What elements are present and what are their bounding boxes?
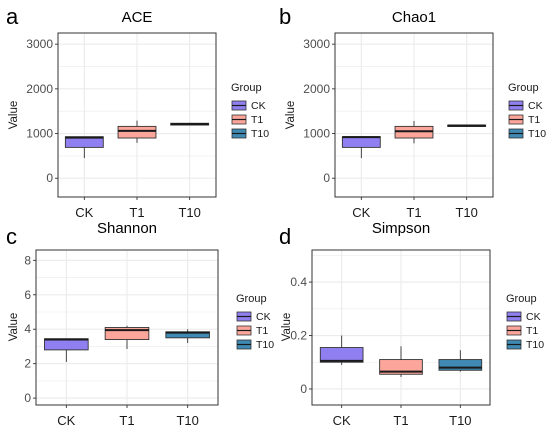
panel-letter: c [6, 224, 17, 249]
legend-key-T1 [231, 114, 247, 125]
y-tick-label: 2000 [303, 82, 330, 96]
y-tick-label: 8 [24, 253, 31, 267]
legend-label: CK [256, 311, 271, 323]
y-axis-title: Value [281, 313, 293, 342]
x-tick-label: T10 [449, 413, 471, 426]
box-CK [341, 136, 381, 148]
x-tick-label: CK [75, 205, 93, 220]
legend-key-T1 [236, 325, 252, 336]
x-tick-label: CK [57, 413, 75, 426]
panel-a: a ACE 0 1000 2000 3000 CK T1 T10 Value Group CK T1 T1… [6, 4, 269, 220]
legend: Group CK T1 T10 [231, 82, 269, 140]
y-axis-title: Value [8, 313, 20, 342]
legend-label: T10 [528, 128, 546, 140]
x-tick-label: CK [352, 205, 370, 220]
panel-c: c Shannon 0 2 4 6 8 CK T1 T10 Value Group CK T1 T10 [6, 220, 274, 426]
legend-label: CK [528, 100, 543, 112]
panel-d: d Simpson 0 0.2 0.4 CK T1 T10 Value Group CK T1 T10 [279, 220, 544, 426]
x-tick-label: T1 [119, 413, 134, 426]
legend: Group CK T1 T10 [236, 293, 274, 351]
x-tick-label: T10 [176, 413, 198, 426]
legend-label: T1 [251, 114, 263, 126]
y-tick-label: 4 [24, 322, 31, 336]
legend: Group CK T1 T10 [508, 82, 546, 140]
legend-label: CK [251, 100, 266, 112]
x-tick-label: T10 [178, 205, 200, 220]
box-T1 [379, 359, 423, 375]
legend-key-T10 [506, 339, 522, 350]
y-tick-label: 0 [46, 171, 53, 185]
x-tick-label: T1 [129, 205, 144, 220]
y-axis-title: Value [8, 101, 20, 130]
legend-key-CK [231, 100, 247, 111]
panel-letter: b [279, 4, 291, 29]
x-tick-label: T10 [455, 205, 477, 220]
y-tick-label: 1000 [303, 127, 330, 141]
legend-title: Group [236, 293, 267, 305]
y-tick-label: 3000 [26, 37, 53, 51]
panel-letter: d [279, 224, 291, 249]
legend-key-T10 [508, 128, 524, 139]
legend-label: T1 [528, 114, 540, 126]
y-tick-label: 0.4 [290, 275, 307, 289]
legend-key-T10 [231, 128, 247, 139]
y-tick-label: 3000 [303, 37, 330, 51]
legend-label: T10 [251, 128, 269, 140]
panel-b: b Chao1 0 1000 2000 3000 CK T1 T10 Value Group CK T1… [279, 4, 546, 220]
y-tick-label: 6 [24, 288, 31, 302]
legend-key-CK [506, 311, 522, 322]
legend-key-T10 [236, 339, 252, 350]
legend: Group CK T1 T10 [506, 293, 544, 351]
legend-label: T10 [256, 339, 274, 351]
y-tick-label: 1000 [26, 127, 53, 141]
panel-letter: a [6, 4, 19, 29]
legend-key-CK [236, 311, 252, 322]
legend-label: T10 [526, 339, 544, 351]
legend-key-CK [508, 100, 524, 111]
box-CK [319, 347, 364, 363]
y-tick-label: 0 [300, 382, 307, 396]
x-tick-label: CK [333, 413, 351, 426]
y-tick-label: 2 [24, 357, 31, 371]
y-tick-label: 0 [24, 391, 31, 405]
legend-label: CK [526, 311, 541, 323]
x-tick-label: T1 [393, 413, 408, 426]
y-tick-label: 0 [323, 171, 330, 185]
box-T1 [117, 125, 157, 139]
y-tick-label: 2000 [26, 82, 53, 96]
legend-label: T1 [526, 325, 538, 337]
legend-title: Group [231, 82, 262, 94]
y-tick-label: 0.2 [290, 329, 307, 343]
legend-key-T1 [506, 325, 522, 336]
panel-title: Shannon [97, 220, 157, 237]
panel-title: Chao1 [392, 9, 436, 26]
box-T10 [438, 359, 483, 371]
y-axis-title: Value [285, 101, 297, 130]
legend-title: Group [506, 293, 537, 305]
legend-key-T1 [508, 114, 524, 125]
legend-label: T1 [256, 325, 268, 337]
panel-title: ACE [122, 9, 153, 26]
panel-title: Simpson [372, 220, 430, 237]
legend-title: Group [508, 82, 539, 94]
x-tick-label: T1 [406, 205, 421, 220]
